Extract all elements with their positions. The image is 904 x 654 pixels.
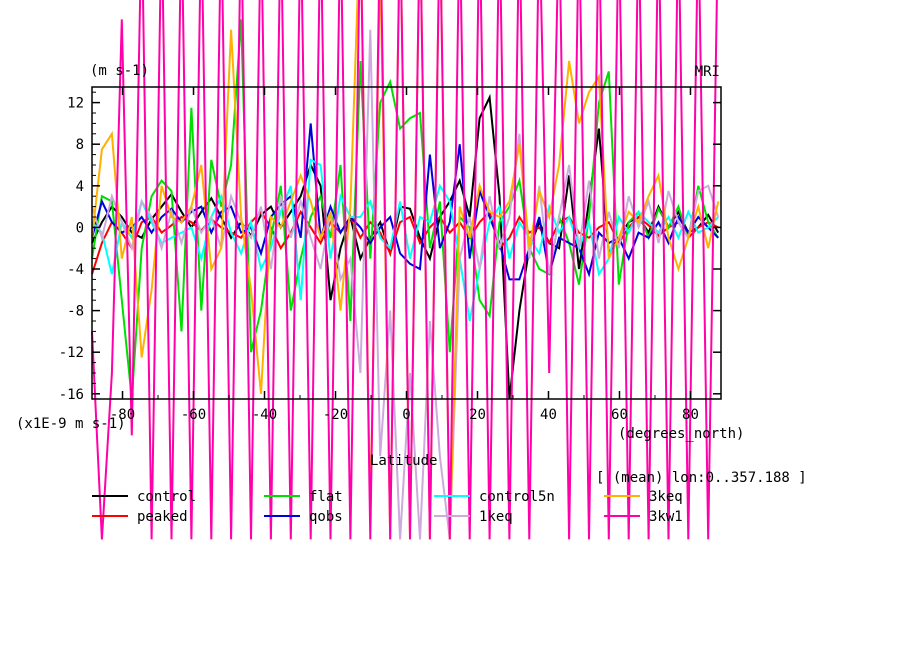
y-axis: 12 8 4 0 -4 -8 -12 -16 bbox=[59, 91, 721, 403]
x-tick-label: 80 bbox=[682, 407, 699, 423]
legend-label-peaked: peaked bbox=[137, 509, 188, 525]
x-tick-label: -80 bbox=[110, 407, 135, 423]
y-tick-label: 12 bbox=[67, 96, 84, 112]
x-tick-label: 40 bbox=[540, 407, 557, 423]
x-tick-label: 0 bbox=[402, 407, 410, 423]
y-tick-label: 8 bbox=[76, 137, 84, 153]
x-tick-label: 60 bbox=[611, 407, 628, 423]
y-tick-label: -12 bbox=[59, 345, 84, 361]
legend-label-qobs: qobs bbox=[309, 509, 343, 525]
series-layer bbox=[91, 0, 720, 540]
x-tick-label: -40 bbox=[252, 407, 277, 423]
x-tick-label: -20 bbox=[323, 407, 348, 423]
legend-label-control: control bbox=[137, 489, 196, 505]
y-tick-label: 0 bbox=[76, 220, 84, 236]
x-axis-title: Latitude bbox=[370, 453, 437, 469]
unit-label: (m s-1) bbox=[90, 63, 149, 79]
x-axis: -80 -60 -40 -20 0 20 40 60 80 bbox=[110, 87, 699, 423]
model-label: MRI bbox=[695, 64, 720, 80]
series-line-3kw1 bbox=[91, 0, 718, 540]
y-tick-label: -8 bbox=[67, 304, 84, 320]
y-tick-label: 4 bbox=[76, 179, 84, 195]
legend-label-flat: flat bbox=[309, 489, 343, 505]
legend: control peaked flat qobs control5n 1keq 3keq 3k… bbox=[92, 489, 683, 525]
y-tick-label: -16 bbox=[59, 387, 84, 403]
legend-label-1keq: 1keq bbox=[479, 509, 513, 525]
legend-label-control5n: control5n bbox=[479, 489, 555, 505]
legend-label-3keq: 3keq bbox=[649, 489, 683, 505]
legend-label-3kw1: 3kw1 bbox=[649, 509, 683, 525]
x-tick-label: 20 bbox=[469, 407, 486, 423]
x-tick-label: -60 bbox=[181, 407, 206, 423]
mean-note: [ (mean) lon:0..357.188 ] bbox=[596, 470, 807, 486]
scale-note: (x1E-9 m s-1) bbox=[16, 416, 126, 432]
x-unit-label: (degrees_north) bbox=[618, 426, 744, 442]
y-tick-label: -4 bbox=[67, 262, 84, 278]
